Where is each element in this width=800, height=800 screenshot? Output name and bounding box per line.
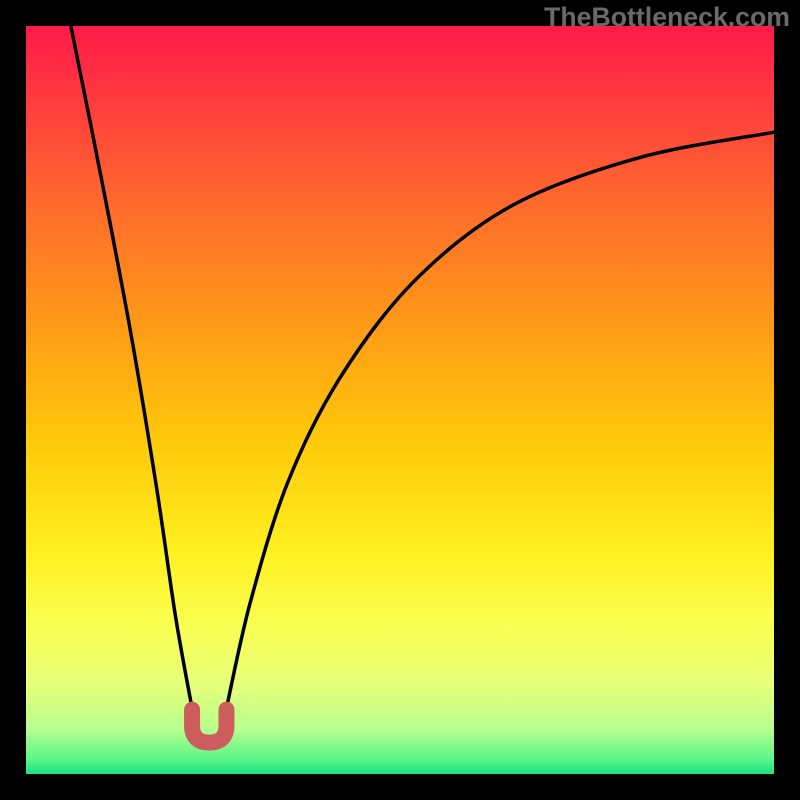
curves-layer — [26, 26, 774, 774]
notch-u — [192, 710, 226, 743]
plot-area — [26, 26, 774, 774]
left-curve — [71, 26, 192, 708]
right-curve — [226, 132, 774, 708]
watermark-text: TheBottleneck.com — [544, 2, 790, 33]
figure-root: TheBottleneck.com — [0, 0, 800, 800]
